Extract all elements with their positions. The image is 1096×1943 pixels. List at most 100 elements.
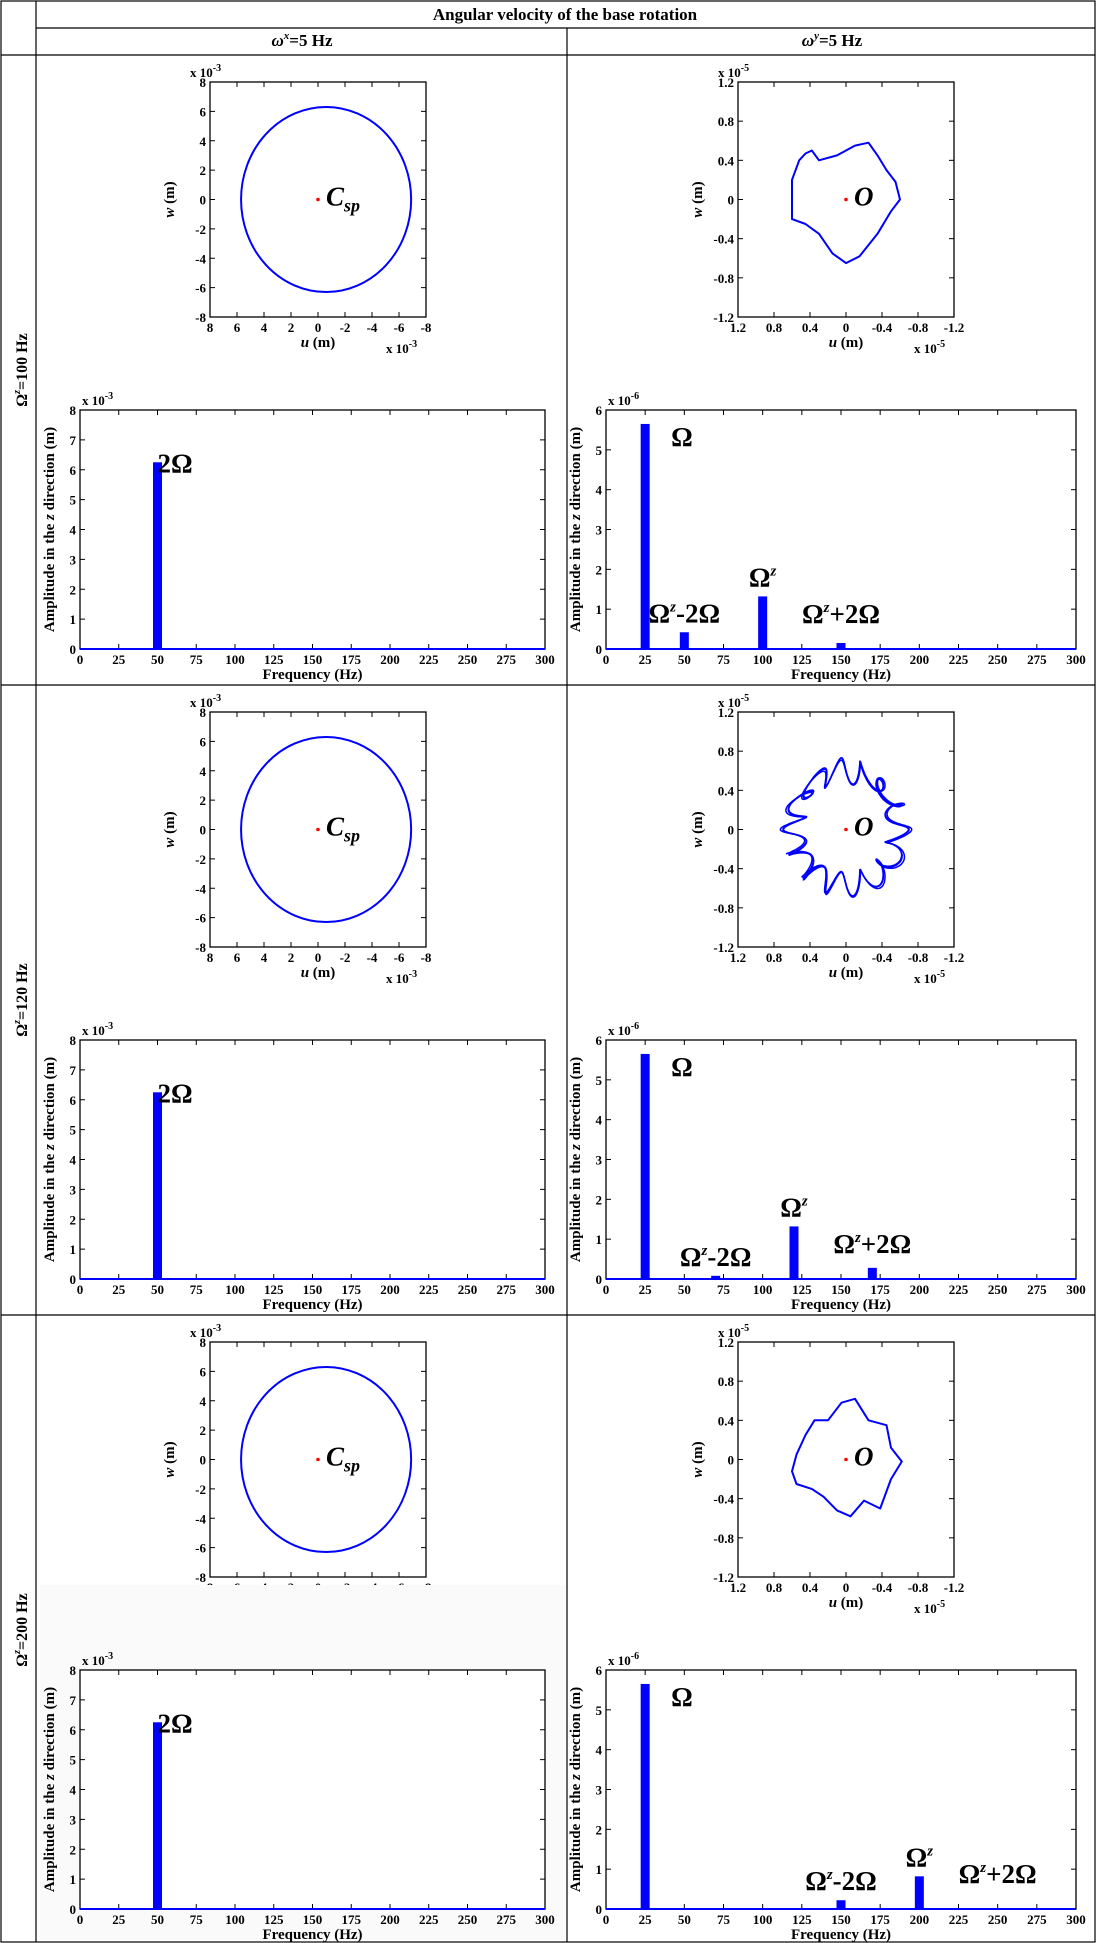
y-tick-label: -0.4 (713, 862, 734, 877)
x-tick-label: 175 (870, 1282, 890, 1297)
x-tick-label: 150 (303, 652, 323, 667)
bar-label: Ω (671, 422, 693, 452)
x-tick-label: 8 (207, 320, 214, 335)
y-tick-label: 3 (70, 1182, 77, 1197)
r3-orbit-y: 1.2 0.8 0.4 0 -0.4 -0.8 -1.21.20.80.40-0.4-0.8… (690, 1323, 964, 1616)
x-tick-label: 2 (288, 950, 295, 965)
y-axis-label: w (m) (690, 811, 706, 847)
y-tick-label: 7 (70, 433, 77, 448)
freq-bar (153, 1092, 162, 1279)
y-tick-label: 2 (70, 1842, 77, 1857)
x-tick-label: 25 (639, 1912, 653, 1927)
y-tick-label: 2 (200, 163, 207, 178)
y-axis-label: Amplitude in the z direction (m) (568, 427, 584, 632)
bar-label: Ωz+2Ω (802, 599, 880, 629)
x-tick-label: 300 (1066, 1912, 1086, 1927)
scale-exponent-top: x 10-3 (190, 63, 221, 80)
y-axis-label: w (m) (690, 1441, 706, 1477)
x-tick-label: 0 (603, 1282, 610, 1297)
orbit-trajectory (782, 757, 910, 898)
x-tick-label: -1.2 (944, 950, 965, 965)
y-tick-label: 4 (200, 1394, 207, 1409)
y-tick-label: 0 (200, 1453, 207, 1468)
x-tick-label: 250 (458, 652, 478, 667)
x-tick-label: 1.2 (730, 320, 746, 335)
x-tick-label: 50 (678, 1282, 691, 1297)
x-axis-label: Frequency (Hz) (791, 667, 891, 683)
y-tick-label: 5 (70, 493, 77, 508)
x-tick-label: 0.8 (766, 320, 783, 335)
x-tick-label: 0.4 (802, 1580, 819, 1595)
plot-frame (79, 1039, 546, 1280)
y-axis-label: w (m) (690, 181, 706, 217)
y-tick-label: 1 (596, 602, 603, 617)
x-tick-label: -0.4 (872, 950, 893, 965)
x-tick-label: 1.2 (730, 950, 746, 965)
scale-exponent-bottom: x 10-5 (914, 969, 945, 986)
scale-exponent-top: x 10-5 (718, 693, 749, 710)
x-tick-label: -0.8 (908, 1580, 929, 1595)
x-tick-label: 6 (234, 320, 241, 335)
x-tick-label: 100 (225, 1912, 245, 1927)
y-tick-label: -4 (195, 881, 206, 896)
x-tick-label: 250 (988, 1282, 1008, 1297)
scale-exponent-bottom: x 10-5 (914, 339, 945, 356)
header-col2: ωy=5 Hz (802, 30, 863, 50)
y-tick-label: 0.8 (718, 744, 735, 759)
y-tick-label: 8 (70, 1663, 77, 1678)
x-tick-label: 0 (315, 950, 322, 965)
x-tick-label: 50 (678, 1912, 691, 1927)
x-tick-label: 250 (458, 1282, 478, 1297)
x-tick-label: -0.8 (908, 320, 929, 335)
y-tick-label: 6 (200, 734, 207, 749)
x-axis-label: u (m) (829, 335, 864, 351)
y-tick-label: 4 (596, 1743, 603, 1758)
y-tick-label: 4 (70, 1153, 77, 1168)
center-marker (316, 1457, 320, 1462)
y-tick-label: -0.8 (713, 271, 734, 286)
y-tick-label: 0 (728, 193, 735, 208)
r2-orbit-y: 1.2 0.8 0.4 0 -0.4 -0.8 -1.21.20.80.40-0.4-0.8… (690, 693, 964, 986)
x-axis-label: Frequency (Hz) (791, 1297, 891, 1313)
y-axis-label: w (m) (162, 1441, 178, 1477)
y-tick-label: 3 (596, 1153, 603, 1168)
x-tick-label: 1.2 (730, 1580, 746, 1595)
x-tick-label: 200 (910, 1912, 930, 1927)
x-tick-label: 275 (1027, 652, 1047, 667)
y-tick-label: 0 (596, 642, 603, 657)
y-tick-label: -1.2 (713, 940, 734, 955)
x-tick-label: -6 (394, 950, 405, 965)
x-tick-label: 125 (792, 1912, 812, 1927)
freq-bar (758, 596, 768, 649)
x-tick-label: 75 (717, 1282, 731, 1297)
plot-frame (605, 1039, 1077, 1280)
x-tick-label: 0 (843, 950, 850, 965)
center-marker (316, 827, 320, 832)
x-tick-label: 75 (717, 652, 731, 667)
y-axis-label: Amplitude in the z direction (m) (568, 1057, 584, 1262)
r2-fft-y: 0 25 50 75 100 125 150 175 200 225 250 275 300 0 1 2 3 4 5… (568, 1021, 1086, 1313)
bar-label: Ωz-2Ω (649, 598, 721, 628)
x-tick-label: 150 (831, 652, 851, 667)
center-annotation: Csp (326, 182, 360, 216)
x-tick-label: 225 (949, 652, 969, 667)
bar-label: 2Ω (158, 1708, 193, 1738)
y-tick-label: -8 (195, 940, 206, 955)
y-tick-label: 5 (596, 1703, 603, 1718)
x-tick-label: -8 (421, 320, 432, 335)
y-tick-label: 8 (200, 1335, 207, 1350)
y-tick-label: 0.8 (718, 114, 735, 129)
x-tick-label: 0 (77, 652, 84, 667)
x-tick-label: 0 (77, 1912, 84, 1927)
y-tick-label: 1.2 (718, 75, 734, 90)
y-tick-label: 2 (596, 1192, 603, 1207)
y-tick-label: 0 (728, 823, 735, 838)
y-tick-label: -4 (195, 251, 206, 266)
x-tick-label: 300 (1066, 1282, 1086, 1297)
x-tick-label: 50 (151, 652, 164, 667)
y-tick-label: 1 (70, 1872, 77, 1887)
r3-fft-y: 0 25 50 75 100 125 150 175 200 225 250 275 300 0 1 2 3 4 5… (568, 1651, 1086, 1943)
y-tick-label: 7 (70, 1693, 77, 1708)
r2-fft-x: 0 25 50 75 100 125 150 175 200 225 250 275 300 0 1 2 3 4 5… (42, 1021, 555, 1313)
